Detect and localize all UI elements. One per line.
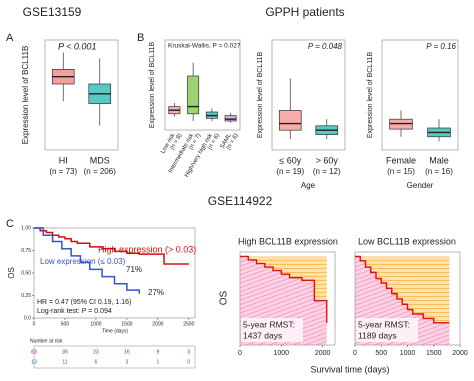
y-axis-label: Expression level of BCL11B <box>367 52 374 139</box>
risk-count: 35 <box>62 349 68 355</box>
y-tick-label: 0.0 <box>24 315 31 321</box>
x-axis-label: Age <box>301 181 316 190</box>
count-label: (n = 73) <box>49 167 77 176</box>
risk-count: 9 <box>156 349 159 355</box>
risk-count: 0 <box>187 359 190 365</box>
x-axis-label: Survival time (days) <box>310 364 389 374</box>
y-tick-label: 0.50 <box>21 270 31 276</box>
panel-label: B <box>137 32 144 44</box>
area-above <box>240 256 327 323</box>
x-tick-label: Male <box>429 155 449 165</box>
x-tick-label: 2000 <box>315 350 331 357</box>
box <box>187 75 200 115</box>
x-tick-label: 0 <box>238 350 242 357</box>
plot-frame <box>33 227 196 319</box>
p-value: P = 0.048 <box>308 42 343 51</box>
x-tick-label: 500 <box>61 321 70 327</box>
y-tick-label: 0.75 <box>21 248 31 254</box>
x-tick-label: 1000 <box>274 350 290 357</box>
y-axis-label: Expression level of BCL11B <box>149 42 156 129</box>
x-axis-label: Time (days) <box>102 328 129 334</box>
y-tick-label: 0.25 <box>21 293 31 299</box>
x-tick-label: 1500 <box>426 350 442 357</box>
plot-frame <box>164 39 241 131</box>
x-tick-label: 2000 <box>152 321 163 327</box>
x-tick-label: HI <box>59 155 68 165</box>
x-tick-label: 0 <box>353 350 357 357</box>
panel-label: C <box>6 218 14 230</box>
x-tick-label: 0 <box>33 321 36 327</box>
legend-label: Low expression (≤ 0.03) <box>40 257 126 266</box>
x-tick-label: 1000 <box>400 350 416 357</box>
annotation: 1437 days <box>243 330 282 340</box>
annotation-bg <box>241 318 303 342</box>
p-value: P = 0.16 <box>426 42 456 51</box>
risk-count: 1 <box>156 359 159 365</box>
risk-count: 23 <box>93 349 99 355</box>
x-tick-label: > 60y <box>316 155 339 165</box>
area-above <box>355 256 450 323</box>
x-tick-label: Female <box>386 155 416 165</box>
annotation: 27% <box>148 288 164 297</box>
chart-title: Low BCL11B expression <box>358 236 456 246</box>
p-value: Kruskal-Wallis, P = 0.027 <box>168 43 241 50</box>
y-axis-label: Expression level of BCL11B <box>21 46 30 145</box>
box <box>278 110 302 131</box>
y-axis-label: Expression level of BCL11B <box>257 52 264 139</box>
group-title: GPPH patients <box>265 5 344 19</box>
annotation: 5-year RMST: <box>358 319 410 329</box>
count-label: (n = 206) <box>84 167 117 176</box>
chart-title: GSE13159 <box>23 5 82 19</box>
risk-count: 6 <box>95 359 98 365</box>
risk-count: 11 <box>62 359 67 365</box>
count-label: (n = 12) <box>313 167 341 176</box>
risk-count: 3 <box>187 349 190 355</box>
survival-curve <box>34 227 189 265</box>
x-tick-label: MDS <box>90 155 110 165</box>
box <box>224 115 237 122</box>
count-label: (n = 15) <box>387 167 415 176</box>
legend-label: High expression (> 0.03) <box>98 244 196 254</box>
annotation: 71% <box>126 265 142 274</box>
annotation: 1189 days <box>358 330 397 340</box>
count-label: (n = 16) <box>425 167 453 176</box>
x-tick-label: 2500 <box>183 321 194 327</box>
x-tick-label: ≤ 60y <box>279 155 301 165</box>
risk-count: 3 <box>125 359 128 365</box>
x-axis-label: Gender <box>407 181 434 190</box>
annotation: Log-rank test: P = 0.094 <box>37 308 112 315</box>
survival-curve <box>240 255 328 323</box>
x-tick-label: 1000 <box>90 321 101 327</box>
y-axis-label: OS <box>219 290 230 305</box>
y-tick-label: 1.00 <box>21 225 31 231</box>
panel-label: A <box>6 32 14 44</box>
x-tick-label: 1500 <box>121 321 132 327</box>
count-label: (n = 19) <box>276 167 304 176</box>
y-axis-label: OS <box>7 267 16 279</box>
x-tick-label: 500 <box>375 350 387 357</box>
risk-table-title: Number at risk <box>30 338 63 344</box>
annotation-bg <box>356 318 418 342</box>
chart-title: High BCL11B expression <box>238 236 338 246</box>
x-tick-label: 2000 <box>452 350 468 357</box>
p-value: P < 0.001 <box>58 41 96 51</box>
annotation: HR = 0.47 (95% CI 0.19, 1.16) <box>37 299 131 306</box>
risk-table-frame <box>33 345 196 369</box>
chart-title: GSE114922 <box>208 194 273 208</box>
survival-curve <box>355 255 450 324</box>
survival-curve <box>34 227 141 294</box>
risk-count: 16 <box>124 349 130 355</box>
annotation: 5-year RMST: <box>243 319 295 329</box>
